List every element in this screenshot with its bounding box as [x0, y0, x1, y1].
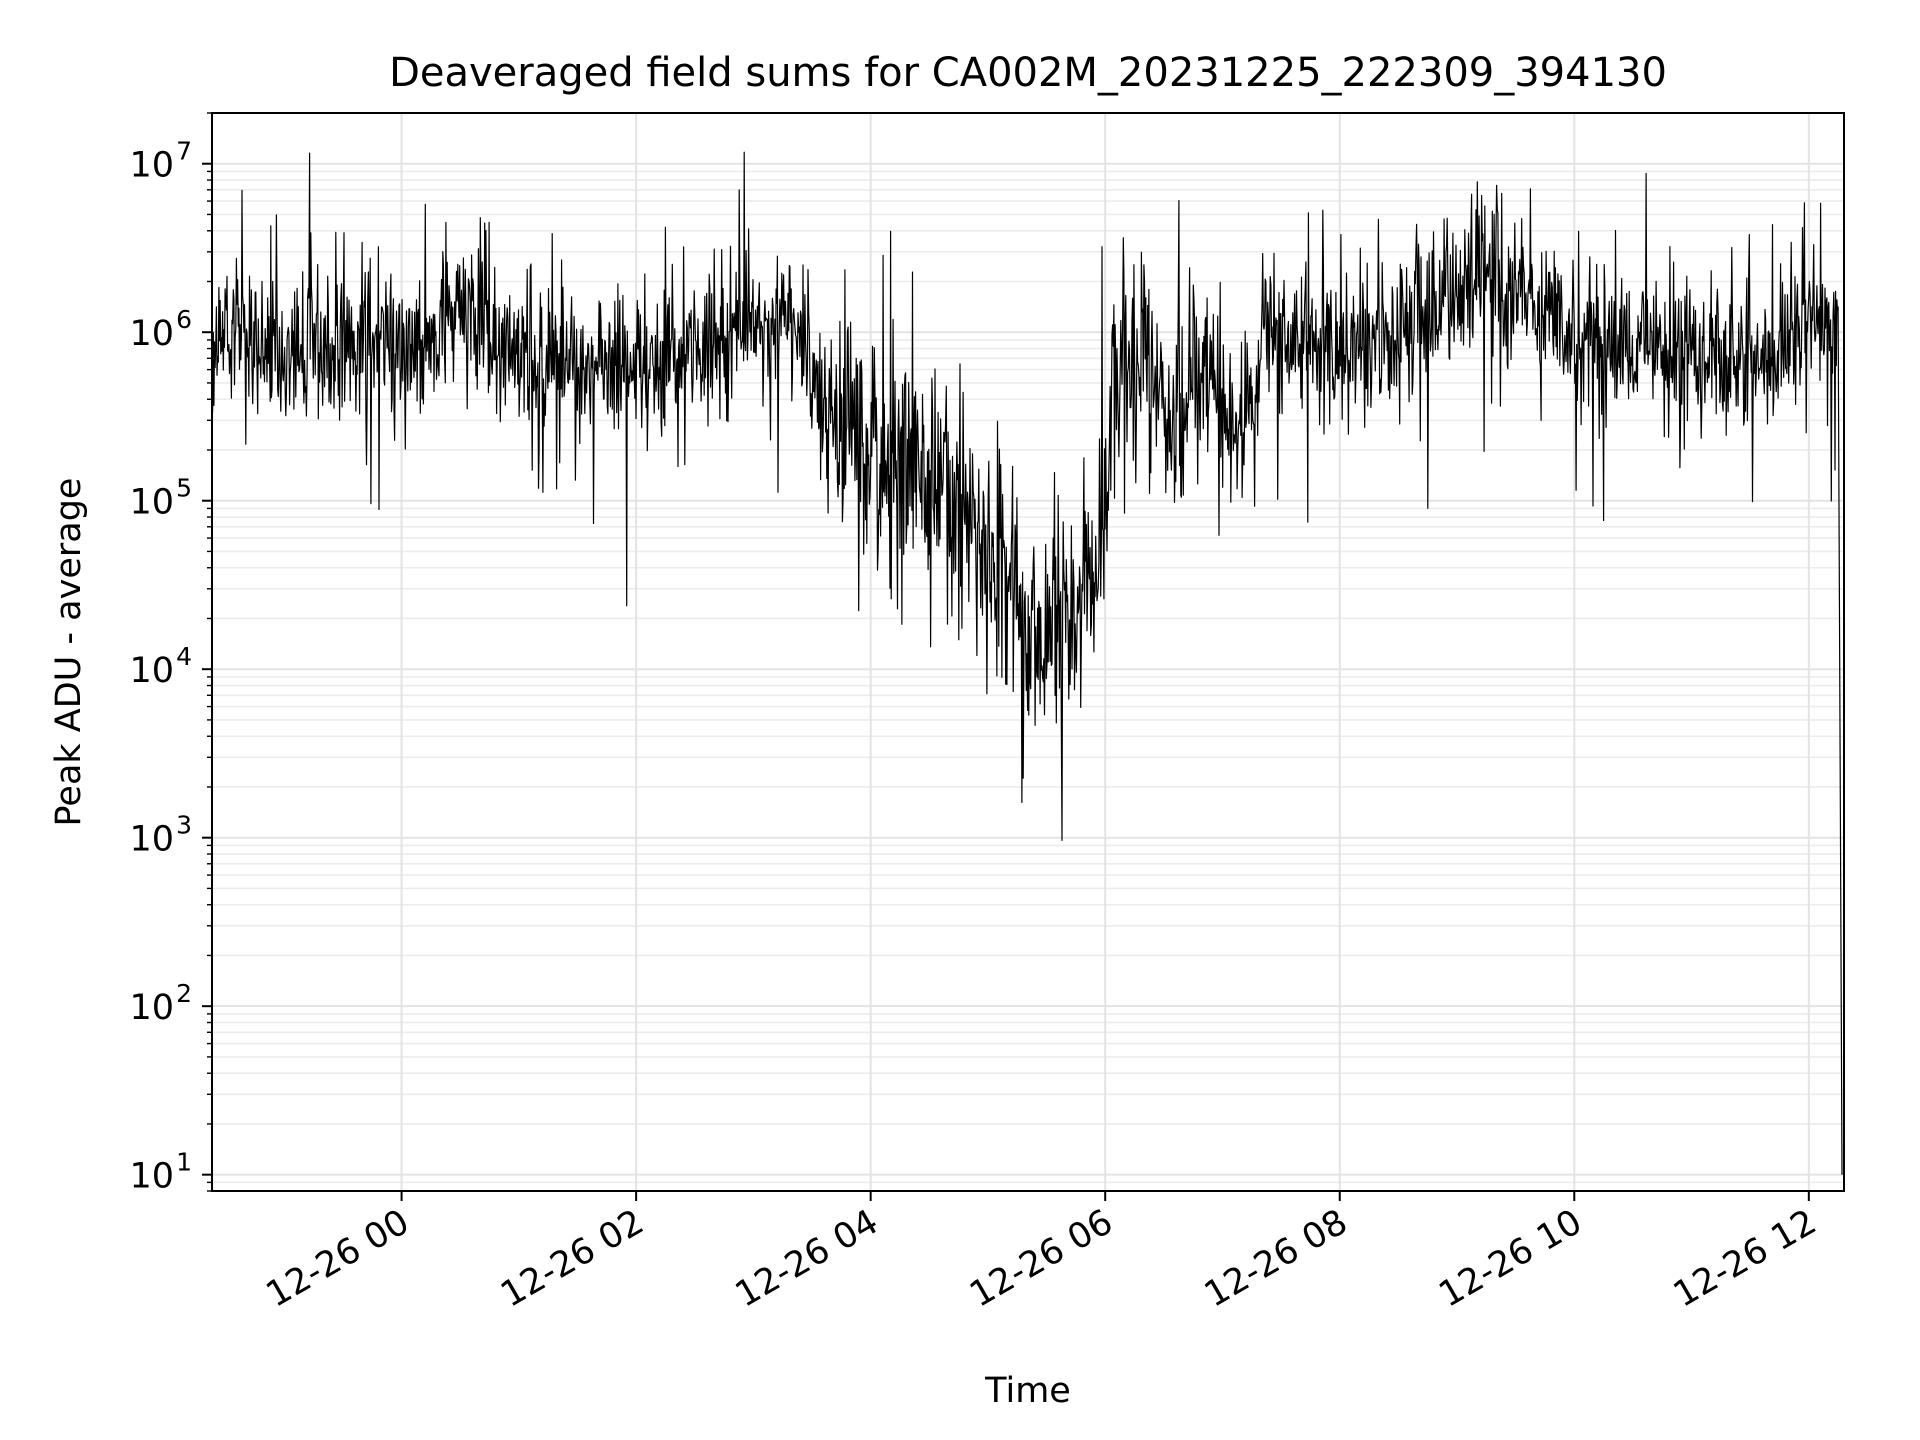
data-series — [211, 151, 1843, 1175]
y-tick-exponent: 5 — [176, 474, 192, 503]
y-tick-exponent: 4 — [176, 642, 192, 671]
y-tick-label: 10 — [129, 314, 174, 354]
y-tick-label: 10 — [129, 1157, 174, 1197]
y-tick-exponent: 6 — [176, 305, 192, 334]
y-tick-exponent: 3 — [176, 811, 192, 840]
y-tick-exponent: 7 — [176, 137, 192, 166]
y-tick-base: 10 — [129, 1157, 174, 1197]
x-axis-label: Time — [984, 1371, 1071, 1411]
y-axis-label: Peak ADU - average — [49, 478, 89, 827]
y-tick-exponent: 2 — [176, 979, 192, 1008]
series-line — [211, 151, 1843, 1175]
y-tick-label: 10 — [129, 988, 174, 1028]
y-tick-base: 10 — [129, 651, 174, 691]
y-tick-label: 10 — [129, 651, 174, 691]
y-tick-label: 10 — [129, 146, 174, 186]
y-tick-base: 10 — [129, 314, 174, 354]
axis-ticks — [202, 112, 1810, 1201]
y-tick-base: 10 — [129, 146, 174, 186]
y-tick-label: 10 — [129, 820, 174, 860]
y-tick-base: 10 — [129, 988, 174, 1028]
y-tick-base: 10 — [129, 820, 174, 860]
y-tick-label: 10 — [129, 483, 174, 523]
y-tick-base: 10 — [129, 483, 174, 523]
y-tick-exponent: 1 — [176, 1148, 192, 1177]
minor-gridlines — [212, 112, 1844, 1192]
chart-title: Deaveraged field sums for CA002M_2023122… — [389, 50, 1667, 96]
plot-frame — [211, 112, 1845, 1192]
